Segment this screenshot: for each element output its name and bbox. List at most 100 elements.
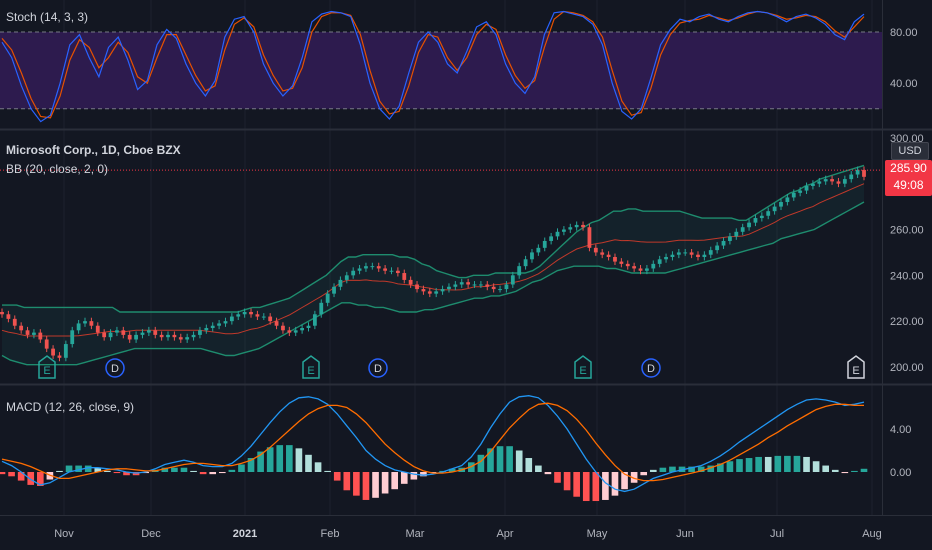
candle-body [696,254,700,257]
stoch-axis-tick: 80.00 [890,27,918,39]
macd-histogram-bar [381,472,389,494]
symbol-title[interactable]: Microsoft Corp., 1D, Cboe BZX [6,143,181,157]
macd-histogram-bar [295,448,303,472]
macd-histogram-bar [554,472,561,483]
event-shape [847,355,865,379]
macd-histogram-bar [218,472,226,474]
candle-body [664,257,668,260]
stoch-indicator-label[interactable]: Stoch (14, 3, 3) [6,10,89,24]
candle-body [466,282,471,285]
candle-body [274,321,279,326]
candle-body [319,302,324,315]
macd-histogram-bar [190,470,197,472]
candle-body [568,227,573,230]
macd-indicator-label[interactable]: MACD (12, 26, close, 9) [6,400,135,414]
currency-badge: USD [891,142,929,160]
macd-axis-tick: 4.00 [890,424,911,436]
macd-histogram-bar [276,445,284,472]
candle-body [63,344,68,358]
macd-histogram-bar [688,466,695,472]
candle-body [683,252,688,254]
candle-body [325,293,330,303]
macd-histogram-bar [717,463,724,472]
candle-body [236,314,241,317]
macd-histogram-bar [372,472,379,498]
dividend-event-marker[interactable]: D [368,358,388,378]
macd-histogram-bar [104,470,111,472]
candle-body [740,227,745,232]
macd-histogram-bar [755,456,762,472]
candle-body [491,286,496,290]
macd-histogram-bar [592,472,600,502]
candle-body [830,179,834,182]
macd-histogram-bar [209,472,217,475]
candle-body [415,284,419,290]
candle-body [421,289,426,292]
candle-body [613,257,617,262]
candle-body [440,289,445,292]
candle-body [32,332,36,335]
candle-body [159,334,164,338]
macd-histogram-bar [420,472,427,477]
macd-histogram-bar [180,467,188,472]
candle-body [561,229,566,232]
earnings-event-marker[interactable]: E [574,355,592,379]
macd-histogram-bar [736,459,743,472]
time-axis-tick: Jun [676,528,694,540]
macd-histogram-bar [228,469,236,472]
event-label: D [647,363,655,375]
event-shape [302,355,320,379]
event-shape [368,358,388,378]
candle-body [676,252,681,255]
event-shape [574,355,592,379]
candle-body [625,263,630,267]
candle-body [332,286,336,294]
candle-body [223,321,228,324]
price-axis-tick: 300.00 [890,133,924,145]
earnings-event-marker[interactable]: E [38,355,56,379]
candle-body [242,311,247,315]
earnings-event-marker[interactable]: E [302,355,320,379]
dividend-event-marker[interactable]: D [105,358,125,378]
macd-histogram-bar [841,472,849,474]
earnings-event-marker[interactable]: E [847,355,865,379]
dividend-event-marker[interactable]: D [641,358,661,378]
macd-histogram-bar [410,472,418,480]
macd-histogram-bar [171,467,178,472]
candle-body [453,284,458,287]
candle-body [389,270,394,272]
candle-body [536,247,541,253]
candle-body [689,252,694,255]
macd-histogram-bar [812,461,820,472]
candle-body [70,330,75,345]
candle-body [402,273,407,280]
candle-body [408,279,413,285]
signal-line [1,402,864,482]
macd-histogram-bar [525,458,533,472]
candle-body [376,266,381,269]
macd-histogram-bar [400,472,408,484]
candle-body [606,254,611,257]
candle-body [434,291,439,294]
macd-histogram-bar [640,472,648,476]
macd-histogram-bar [113,472,121,474]
candle-body [191,334,196,338]
time-axis-tick: Apr [496,528,513,540]
macd-histogram-bar [573,472,580,497]
candle-body [728,236,732,241]
macd-histogram-bar [286,445,293,472]
time-axis-tick: 2021 [233,528,257,540]
macd-histogram-bar [17,472,25,481]
macd-histogram-bar [515,450,523,472]
candle-body [459,282,464,285]
candle-body [306,325,311,329]
candle-body [83,321,87,324]
candle-body [785,197,790,203]
candle-body [6,314,11,319]
bb-indicator-label[interactable]: BB (20, close, 2, 0) [6,162,109,176]
macd-histogram-bar [94,467,102,472]
candle-body [587,227,592,248]
candle-body [344,275,349,280]
macd-histogram-bar [247,458,255,472]
